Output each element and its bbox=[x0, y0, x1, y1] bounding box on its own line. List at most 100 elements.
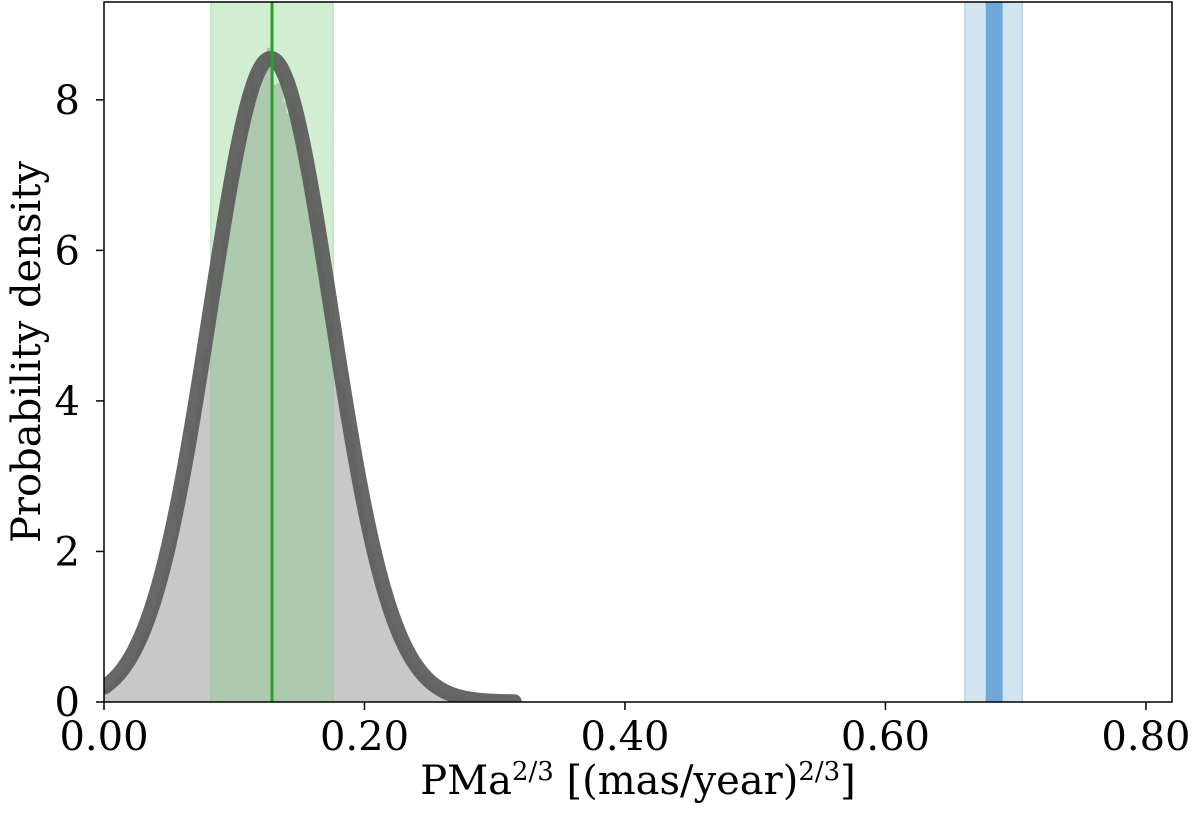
histogram-bin bbox=[263, 70, 268, 702]
histogram-bin bbox=[406, 656, 411, 702]
histogram-bin bbox=[244, 93, 248, 702]
histogram-bin bbox=[276, 82, 281, 702]
histogram-bin bbox=[113, 680, 118, 702]
histogram-bin bbox=[357, 484, 362, 702]
histogram-bin bbox=[328, 321, 333, 702]
histogram-bin bbox=[361, 503, 365, 702]
blue-value-line bbox=[985, 2, 1003, 702]
histogram-bin bbox=[120, 672, 124, 702]
histogram-bin bbox=[322, 272, 326, 702]
histogram-bin bbox=[283, 102, 287, 702]
histogram-bin bbox=[390, 621, 395, 702]
histogram-bin bbox=[156, 592, 160, 702]
histogram-bin bbox=[338, 381, 343, 702]
histogram-bin bbox=[146, 626, 150, 702]
histogram-bin bbox=[400, 644, 404, 702]
histogram-bin bbox=[240, 151, 245, 702]
histogram-bin bbox=[234, 168, 238, 702]
histogram-bin bbox=[126, 662, 131, 702]
histogram-bin bbox=[130, 658, 134, 702]
histogram-bin bbox=[159, 586, 164, 702]
histogram-bin bbox=[204, 348, 209, 702]
histogram-bin bbox=[214, 280, 219, 702]
histogram-bin bbox=[351, 443, 356, 702]
histogram-bin bbox=[260, 63, 264, 702]
x-tick-label: 0.00 bbox=[59, 714, 148, 760]
y-tick-label: 4 bbox=[55, 379, 80, 425]
histogram-bin bbox=[133, 653, 137, 702]
histogram-bin bbox=[367, 544, 372, 702]
histogram-bin bbox=[143, 630, 147, 702]
histogram-bin bbox=[247, 117, 251, 702]
histogram-bin bbox=[172, 535, 177, 702]
histogram-bin bbox=[257, 89, 261, 702]
histogram-bin bbox=[315, 214, 320, 702]
histogram-bin bbox=[208, 331, 212, 702]
histogram-bin bbox=[182, 486, 186, 702]
histogram-bin bbox=[380, 590, 385, 702]
histogram-bin bbox=[237, 152, 242, 702]
histogram-bin bbox=[364, 521, 369, 702]
histogram-bin bbox=[312, 212, 317, 702]
histogram-bin bbox=[217, 268, 222, 702]
histogram-bin bbox=[221, 235, 225, 702]
histogram-bin bbox=[354, 464, 359, 702]
histogram-bin bbox=[292, 101, 297, 702]
histogram-bin bbox=[230, 166, 235, 702]
histogram-bin bbox=[416, 671, 421, 702]
histogram-bin bbox=[344, 405, 349, 702]
histogram-bin bbox=[325, 299, 330, 702]
histogram-bin bbox=[289, 103, 294, 702]
plot-area bbox=[104, 2, 1023, 702]
histogram-bin bbox=[250, 71, 255, 702]
y-axis-title: Probability density bbox=[4, 161, 50, 543]
histogram-bin bbox=[423, 678, 427, 702]
histogram-bin bbox=[309, 190, 313, 702]
x-tick-label: 0.20 bbox=[320, 714, 409, 760]
histogram-bin bbox=[296, 116, 300, 702]
histogram-bin bbox=[371, 553, 375, 702]
y-tick-label: 2 bbox=[55, 529, 80, 575]
histogram-bin bbox=[198, 381, 203, 702]
histogram-bin bbox=[211, 281, 216, 702]
histogram-bin bbox=[175, 504, 180, 702]
histogram-bin bbox=[178, 487, 183, 702]
histogram-bin bbox=[253, 84, 258, 702]
histogram-bin bbox=[426, 681, 431, 702]
histogram-bin bbox=[299, 115, 304, 702]
histogram-bin bbox=[188, 431, 193, 702]
histogram-bin bbox=[117, 676, 121, 702]
histogram-bin bbox=[191, 430, 196, 702]
histogram-bin bbox=[305, 175, 310, 702]
histogram-bin bbox=[195, 405, 199, 702]
fit-curve bbox=[104, 50, 522, 702]
y-tick-label: 6 bbox=[55, 228, 80, 274]
histogram-bin bbox=[266, 47, 271, 702]
histogram-bin bbox=[273, 84, 277, 702]
histogram-bin bbox=[279, 75, 284, 702]
histogram-bin bbox=[152, 606, 157, 702]
plot-frame bbox=[103, 1, 1173, 703]
histogram-bin bbox=[165, 557, 170, 702]
x-tick-label: 0.80 bbox=[1101, 714, 1190, 760]
histogram-bin bbox=[185, 461, 190, 702]
histogram-bin bbox=[227, 213, 232, 702]
histogram-bin bbox=[387, 608, 391, 702]
x-axis-ticks: 0.00 0.20 0.40 0.60 0.80 bbox=[59, 702, 1190, 760]
x-axis-title: PMa2/3 [(mas/year)2/3] bbox=[420, 757, 856, 804]
y-tick-label: 8 bbox=[55, 78, 80, 124]
histogram-bin bbox=[302, 163, 307, 702]
histogram-bin bbox=[384, 598, 388, 702]
histogram-bin bbox=[149, 614, 154, 702]
histogram-bin bbox=[410, 663, 414, 702]
x-tick-label: 0.40 bbox=[580, 714, 669, 760]
histogram-bin bbox=[107, 685, 111, 702]
histogram-bin bbox=[377, 580, 382, 702]
histogram bbox=[104, 47, 502, 702]
histogram-bin bbox=[110, 683, 115, 702]
histogram-bin bbox=[419, 674, 424, 702]
histogram-bin bbox=[224, 224, 229, 702]
histogram-bin bbox=[393, 625, 398, 702]
histogram-bin bbox=[397, 639, 401, 702]
